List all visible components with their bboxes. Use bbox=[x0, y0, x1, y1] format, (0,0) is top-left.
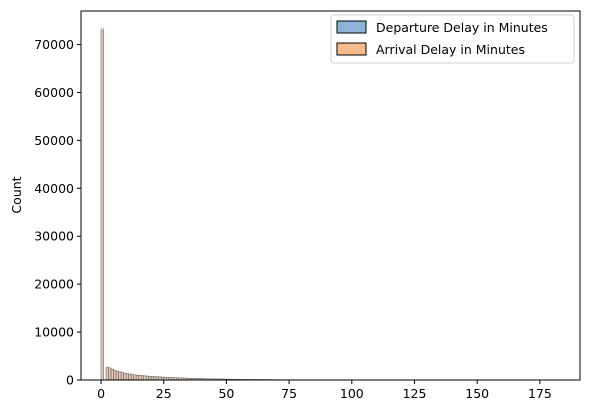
histogram-bar-arrival bbox=[110, 368, 114, 381]
x-axis: 0 25 50 75 100 125 150 175 bbox=[97, 380, 552, 401]
y-tick-label: 10000 bbox=[34, 325, 74, 340]
x-tick-label: 25 bbox=[156, 386, 172, 401]
y-tick-label: 70000 bbox=[34, 37, 74, 52]
histogram-bar-arrival bbox=[123, 372, 127, 381]
histogram-bar-arrival bbox=[118, 371, 122, 381]
legend-label-arrival: Arrival Delay in Minutes bbox=[376, 42, 525, 57]
plot-area bbox=[81, 11, 580, 380]
y-tick-label: 30000 bbox=[34, 229, 74, 244]
x-tick-label: 50 bbox=[218, 386, 234, 401]
y-tick-label: 0 bbox=[66, 373, 74, 388]
y-tick-label: 50000 bbox=[34, 133, 74, 148]
histogram-bar-arrival bbox=[113, 369, 117, 381]
histogram-bar-arrival bbox=[125, 373, 129, 381]
y-axis: 0 10000 20000 30000 40000 50000 60000 70000 bbox=[34, 37, 81, 388]
x-tick-label: 100 bbox=[340, 386, 364, 401]
histogram-bar-arrival bbox=[100, 28, 104, 381]
histogram-bar-arrival bbox=[138, 375, 142, 381]
histogram-bar-arrival bbox=[143, 375, 147, 381]
y-tick-label: 20000 bbox=[34, 277, 74, 292]
x-tick-label: 150 bbox=[465, 386, 489, 401]
legend: Departure Delay in Minutes Arrival Delay… bbox=[330, 14, 575, 64]
histogram-bar-arrival bbox=[140, 375, 144, 381]
histogram-bar-arrival bbox=[135, 374, 139, 381]
histogram-bar-arrival bbox=[130, 374, 134, 381]
histogram-bar-arrival bbox=[150, 376, 155, 381]
histogram-bar-arrival bbox=[133, 374, 137, 381]
plot-frame bbox=[80, 10, 581, 381]
legend-swatch-departure bbox=[336, 20, 367, 34]
x-tick-label: 75 bbox=[281, 386, 297, 401]
histogram-bar-arrival bbox=[105, 366, 109, 381]
histogram-bar-arrival bbox=[145, 375, 150, 381]
legend-swatch-arrival bbox=[336, 42, 367, 56]
legend-label-departure: Departure Delay in Minutes bbox=[376, 20, 548, 35]
histogram-bar-arrival bbox=[153, 376, 157, 381]
histogram-bar-arrival bbox=[120, 372, 124, 381]
x-tick-label: 0 bbox=[97, 386, 105, 401]
y-tick-label: 60000 bbox=[34, 85, 74, 100]
histogram-bar-arrival bbox=[108, 367, 112, 381]
histogram-bar-arrival bbox=[115, 370, 119, 381]
x-tick-label: 125 bbox=[403, 386, 427, 401]
histogram-bar-arrival bbox=[128, 373, 132, 381]
y-tick-label: 40000 bbox=[34, 181, 74, 196]
legend-frame bbox=[330, 14, 575, 64]
histogram-bar-arrival bbox=[148, 376, 152, 381]
x-tick-label: 175 bbox=[528, 386, 552, 401]
y-axis-label: Count bbox=[9, 176, 24, 213]
